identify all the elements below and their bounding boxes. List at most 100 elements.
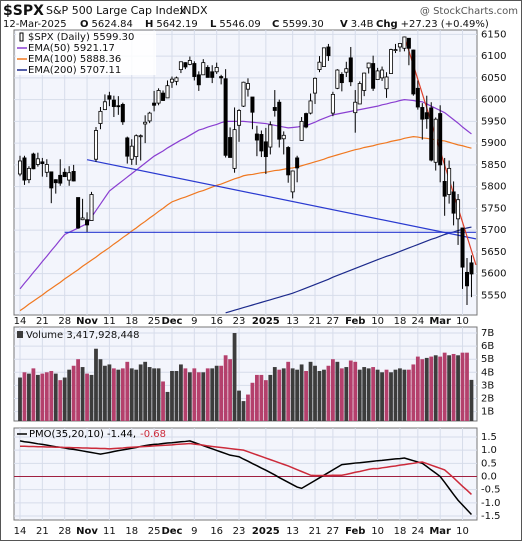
candle-body: [304, 113, 309, 128]
candle-body: [71, 171, 76, 182]
x-tick-label: 16: [210, 316, 223, 327]
volume-bar: [116, 369, 121, 421]
candle-body: [317, 61, 322, 70]
volume-bar: [147, 367, 152, 421]
volume-bar: [174, 370, 179, 421]
candle-body: [268, 124, 273, 148]
candle-body: [152, 102, 157, 106]
volume-bar: [353, 361, 358, 421]
series-line: [20, 442, 472, 495]
volume-bar: [380, 372, 384, 421]
x-tick-label: 9: [191, 316, 197, 327]
volume-bar: [415, 356, 420, 421]
volume-bar: [76, 359, 81, 421]
volume-bar: [201, 372, 206, 421]
volume-bar: [344, 367, 349, 421]
quote-label: O: [80, 19, 89, 30]
candle-body: [35, 158, 40, 165]
volume-bar: [433, 355, 438, 421]
candle-body: [308, 100, 313, 114]
date: 12-Mar-2025: [3, 19, 67, 30]
volume-bar: [286, 361, 291, 421]
candle-body: [433, 118, 438, 163]
x-tick-label: Mar: [429, 316, 451, 327]
candle-body: [116, 105, 121, 108]
legend-label: Volume 3,417,928,448: [26, 330, 140, 341]
exchange: INDX: [180, 4, 208, 17]
y-tick-label: 2B: [481, 393, 494, 404]
candle-body: [460, 227, 465, 268]
candle-body: [58, 174, 63, 184]
volume-bar: [304, 370, 308, 421]
volume-bar: [339, 368, 344, 421]
x-tick-label: 10: [371, 316, 384, 327]
candle-body: [17, 160, 22, 175]
volume-bar: [362, 367, 367, 421]
series-line: [19, 135, 472, 312]
volume-bar: [348, 360, 353, 421]
candle-body: [98, 110, 103, 124]
legend-swatch: [17, 331, 23, 338]
legend-box: [16, 31, 156, 75]
candle-body: [375, 70, 380, 81]
x-tick-label: 21: [36, 316, 49, 327]
volume-bar: [331, 359, 335, 421]
source: @ StockCharts.com: [420, 6, 518, 17]
candle-body: [411, 49, 416, 95]
quote-value: 5624.84: [92, 19, 133, 30]
quote-value: 5599.30: [282, 19, 323, 30]
quote-value: 5546.09: [219, 19, 260, 30]
candle-body: [138, 135, 143, 138]
volume-bar: [237, 390, 241, 421]
candle-body: [442, 181, 447, 197]
volume-bar: [187, 372, 192, 421]
y-tick-label: 6000: [481, 95, 506, 106]
volume-bar: [49, 370, 54, 421]
candle-body: [143, 121, 148, 125]
volume-bar: [98, 359, 103, 421]
volume-bar: [429, 356, 434, 421]
candle-body: [147, 112, 152, 122]
y-tick-label: 5B: [481, 354, 494, 365]
volume-bar: [295, 369, 300, 421]
candle-body: [205, 67, 210, 78]
y-tick-label: 3B: [481, 380, 494, 391]
candle-body: [85, 219, 90, 226]
candle-body: [183, 62, 188, 68]
candle-body: [415, 87, 420, 108]
symbol: $SPX: [3, 3, 44, 19]
x-tick-label: 18: [125, 316, 138, 327]
volume-bar: [451, 353, 456, 421]
candle-body: [31, 153, 36, 170]
volume-bar: [420, 359, 425, 421]
y-tick-label: 5650: [481, 247, 506, 258]
volume-bar: [268, 374, 273, 421]
y-tick-label: 5800: [481, 182, 506, 193]
volume-bar: [389, 372, 393, 421]
volume-bar: [317, 370, 322, 421]
candle-body: [93, 130, 98, 160]
y-tick-label: 0.5: [481, 458, 497, 469]
candle-body: [214, 67, 219, 73]
y-tick-label: 5950: [481, 116, 506, 127]
volume-bar: [228, 359, 232, 421]
y-tick-label: 1B: [481, 407, 494, 418]
x-tick-label: 2025: [252, 526, 280, 537]
x-tick-label: 11: [103, 316, 116, 327]
x-tick-label: Feb: [345, 526, 365, 537]
candle-body: [44, 164, 49, 173]
quote-item: Chg +27.23 (+0.49%): [376, 19, 489, 30]
quote-label: L: [210, 19, 217, 30]
quote-label: H: [145, 19, 153, 30]
volume-bar: [170, 370, 174, 421]
volume-bar: [53, 373, 58, 421]
y-tick-label: 5850: [481, 160, 506, 171]
candle-body: [219, 76, 224, 79]
candle-body: [250, 96, 255, 113]
candle-body: [67, 172, 72, 181]
volume-bar: [241, 401, 246, 421]
candle-body: [366, 62, 371, 69]
x-tick-label: 18: [394, 316, 407, 327]
volume-bar: [31, 368, 36, 421]
x-tick-label: 25: [148, 316, 161, 327]
